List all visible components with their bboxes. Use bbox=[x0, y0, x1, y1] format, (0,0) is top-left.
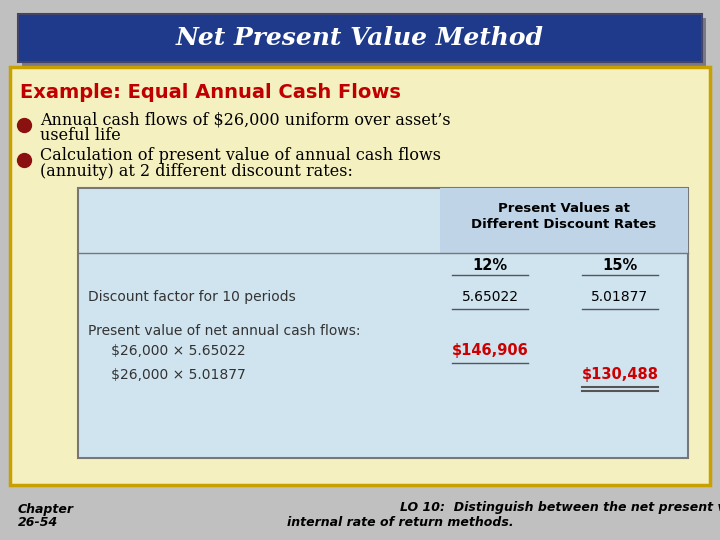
Text: $26,000 × 5.01877: $26,000 × 5.01877 bbox=[98, 368, 246, 382]
Bar bbox=[440, 188, 688, 253]
Text: 12%: 12% bbox=[472, 258, 508, 273]
Text: Net Present Value Method: Net Present Value Method bbox=[176, 26, 544, 50]
Text: 26-54: 26-54 bbox=[18, 516, 58, 529]
Text: Present Values at: Present Values at bbox=[498, 201, 630, 214]
Text: $146,906: $146,906 bbox=[451, 343, 528, 359]
Text: (annuity) at 2 different discount rates:: (annuity) at 2 different discount rates: bbox=[40, 163, 353, 179]
Text: Chapter: Chapter bbox=[18, 503, 74, 516]
Bar bbox=[78, 188, 688, 458]
Text: Annual cash flows of $26,000 uniform over asset’s: Annual cash flows of $26,000 uniform ove… bbox=[40, 111, 451, 129]
Bar bbox=[10, 67, 710, 485]
Text: $130,488: $130,488 bbox=[582, 368, 659, 382]
Text: Example: Equal Annual Cash Flows: Example: Equal Annual Cash Flows bbox=[20, 83, 401, 102]
Text: useful life: useful life bbox=[40, 127, 121, 145]
Bar bbox=[22, 18, 706, 66]
Text: Discount factor for 10 periods: Discount factor for 10 periods bbox=[88, 290, 296, 304]
Text: Different Discount Rates: Different Discount Rates bbox=[472, 218, 657, 231]
Text: Present value of net annual cash flows:: Present value of net annual cash flows: bbox=[88, 324, 361, 338]
Text: $26,000 × 5.65022: $26,000 × 5.65022 bbox=[98, 344, 246, 358]
Text: LO 10:  Distinguish between the net present value and: LO 10: Distinguish between the net prese… bbox=[400, 502, 720, 515]
Text: internal rate of return methods.: internal rate of return methods. bbox=[287, 516, 513, 529]
Text: Calculation of present value of annual cash flows: Calculation of present value of annual c… bbox=[40, 146, 441, 164]
Text: 5.65022: 5.65022 bbox=[462, 290, 518, 304]
Text: 15%: 15% bbox=[603, 258, 638, 273]
Bar bbox=[18, 14, 702, 62]
Text: 5.01877: 5.01877 bbox=[591, 290, 649, 304]
